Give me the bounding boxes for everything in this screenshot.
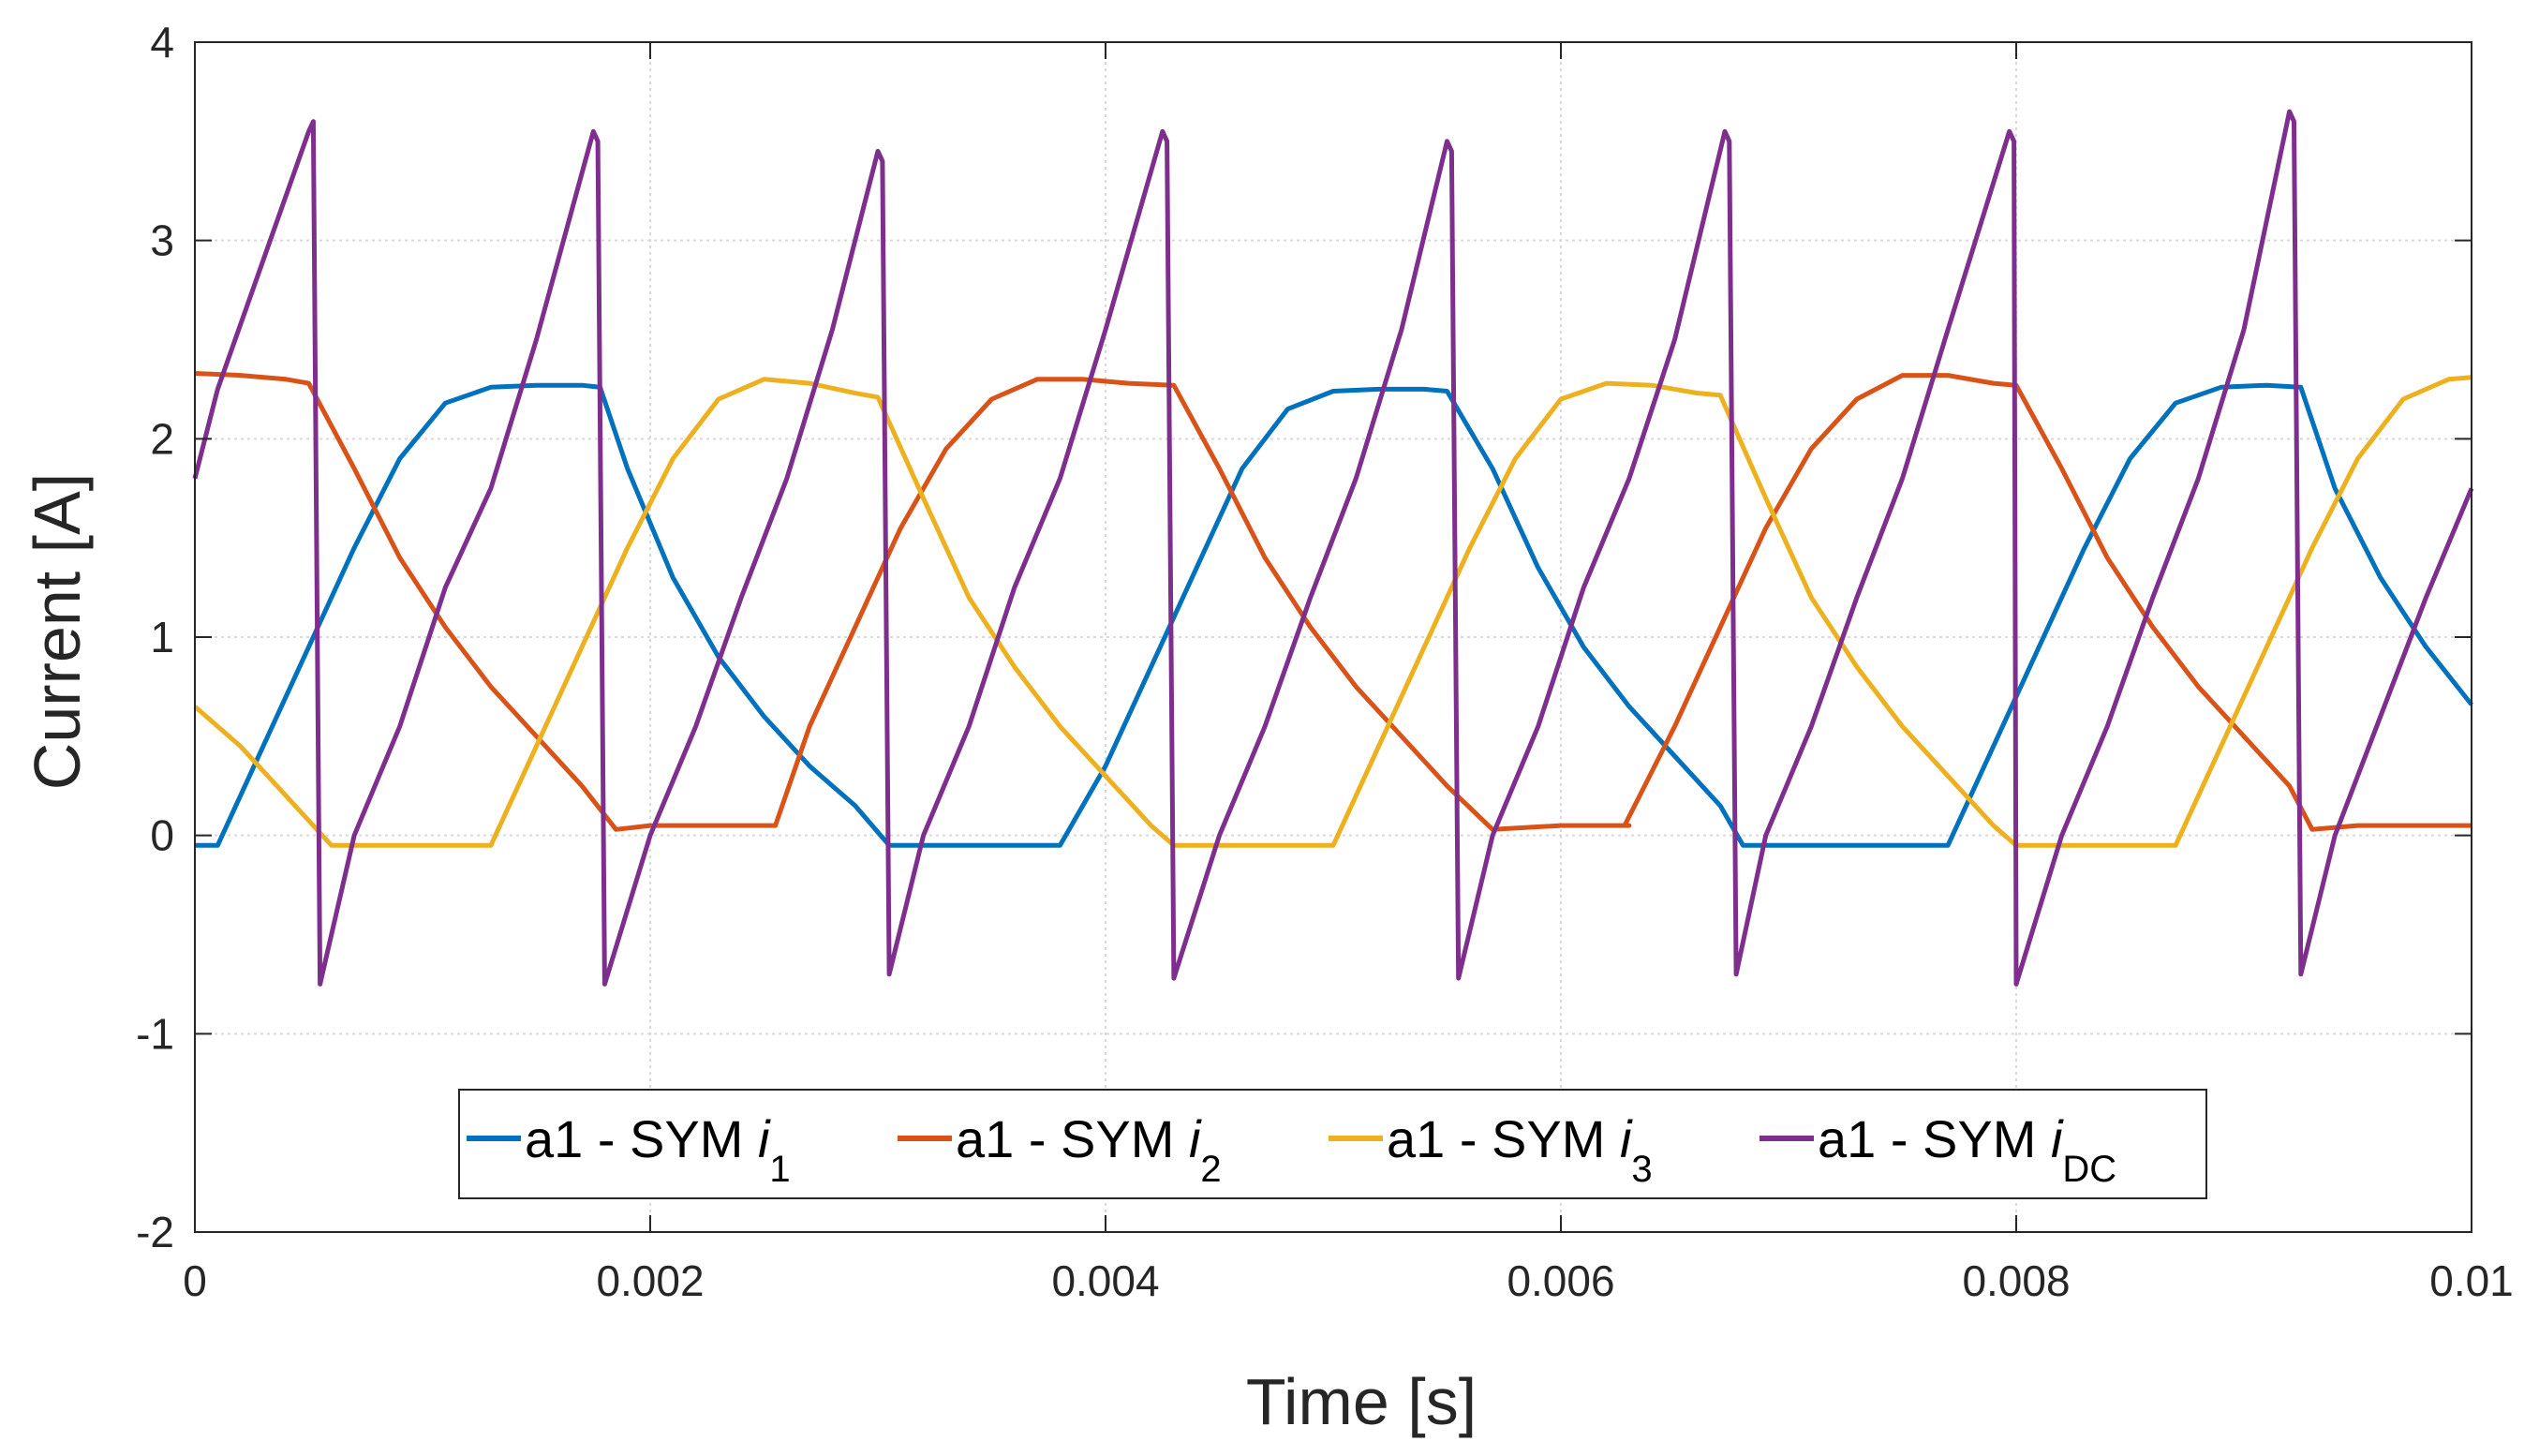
- x-tick-label: 0.008: [1962, 1256, 2070, 1305]
- series-line-4: [192, 109, 2474, 987]
- legend-label-3: a1 - SYM i3: [1387, 1109, 1653, 1190]
- y-tick-label: -1: [136, 1009, 174, 1058]
- y-axis-ticks: -2 -1 0 1 2 3 4: [136, 18, 2472, 1256]
- y-tick-label: -2: [136, 1208, 174, 1256]
- x-tick-label: 0.002: [596, 1256, 704, 1305]
- y-tick-label: 0: [150, 811, 174, 860]
- legend-label-1: a1 - SYM i1: [525, 1109, 791, 1190]
- series-line-2: [194, 371, 2472, 832]
- series-layer: [192, 109, 2474, 987]
- legend-label-2: a1 - SYM i2: [956, 1109, 1222, 1190]
- series-line-1: [195, 382, 2473, 848]
- y-tick-label: 3: [150, 216, 174, 265]
- y-tick-label: 2: [150, 414, 174, 463]
- legend-box: [458, 1089, 2207, 1199]
- x-tick-label: 0.01: [2429, 1256, 2514, 1305]
- x-tick-label: 0.004: [1051, 1256, 1159, 1305]
- y-tick-label: 4: [150, 18, 174, 67]
- x-axis-label: Time [s]: [1246, 1365, 1477, 1438]
- x-tick-label: 0.006: [1507, 1256, 1614, 1305]
- legend-label-4: a1 - SYM iDC: [1818, 1109, 2116, 1190]
- x-tick-label: 0: [183, 1256, 207, 1305]
- y-axis-label: Current [A]: [21, 473, 94, 790]
- series-line-3: [193, 375, 2472, 848]
- legend: a1 - SYM i1 a1 - SYM i2 a1 - SYM i3 a1 - SY…: [458, 1089, 2207, 1199]
- y-tick-label: 1: [150, 613, 174, 661]
- x-axis-ticks: 0 0.002 0.004 0.006 0.008 0.01: [183, 42, 2514, 1305]
